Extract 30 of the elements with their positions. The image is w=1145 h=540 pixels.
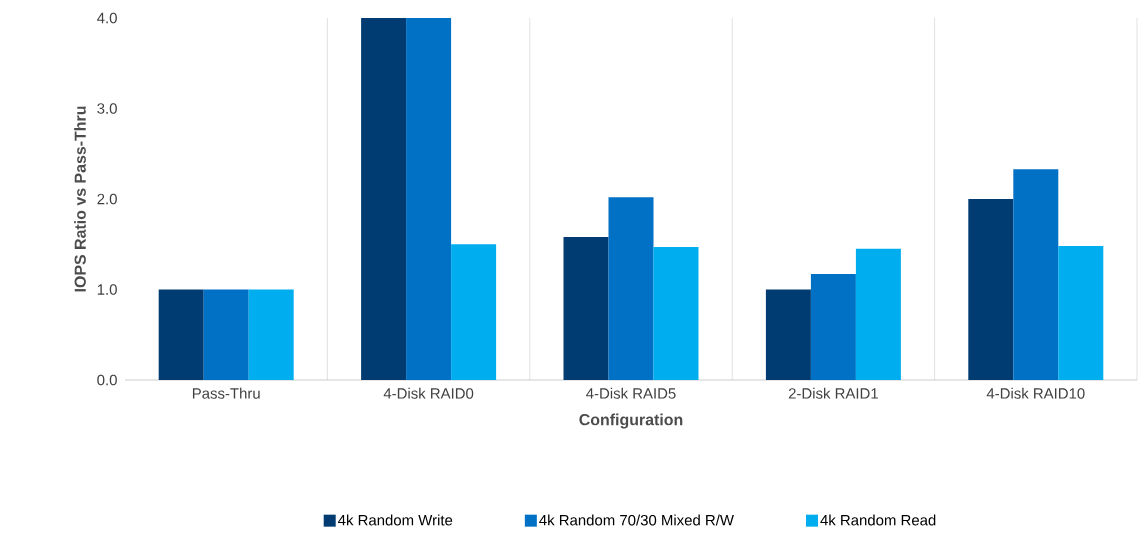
- bar: [248, 289, 294, 380]
- x-tick-label: 4-Disk RAID0: [383, 387, 474, 399]
- x-tick-label: 4-Disk RAID5: [586, 387, 676, 399]
- bar: [810, 274, 856, 380]
- x-axis-title: Configuration: [579, 413, 683, 429]
- bar: [608, 197, 654, 380]
- bar: [563, 237, 609, 380]
- bar: [765, 289, 811, 380]
- y-tick-label: 4.0: [97, 12, 117, 24]
- bar: [158, 289, 204, 380]
- bar: [451, 244, 497, 380]
- y-tick-label: 0.0: [97, 374, 117, 386]
- bar: [203, 289, 249, 380]
- x-tick-label: 4-Disk RAID10: [986, 387, 1085, 399]
- legend-label: 4k Random Read: [820, 514, 936, 526]
- x-tick-label: 2-Disk RAID1: [788, 387, 878, 399]
- y-axis-title: IOPS Ratio vs Pass-Thru: [74, 106, 86, 292]
- bar: [855, 248, 901, 380]
- x-tick-label: Pass-Thru: [192, 387, 260, 399]
- y-tick-label: 3.0: [97, 103, 117, 114]
- y-tick-label: 2.0: [97, 193, 117, 205]
- bar: [361, 18, 407, 380]
- legend-label: 4k Random 70/30 Mixed R/W: [539, 514, 734, 526]
- y-tick-label: 1.0: [97, 284, 117, 295]
- bar: [653, 246, 699, 380]
- bar: [968, 199, 1014, 380]
- bar: [1013, 169, 1059, 380]
- bar: [1058, 246, 1104, 380]
- bar: [406, 18, 452, 380]
- legend-label: 4k Random Write: [338, 514, 453, 526]
